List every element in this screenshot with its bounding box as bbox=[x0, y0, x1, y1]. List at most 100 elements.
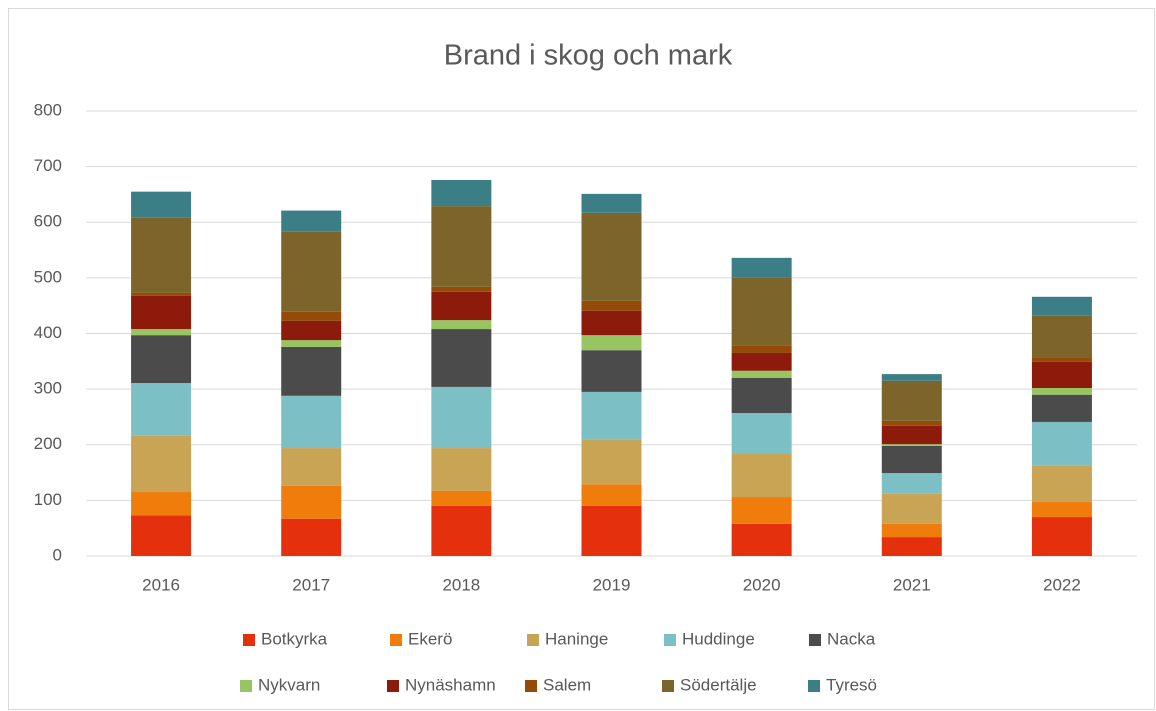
bar-segment bbox=[731, 277, 792, 346]
bar-segment bbox=[881, 374, 942, 381]
x-tick-label: 2018 bbox=[442, 575, 480, 594]
bar-segment bbox=[131, 435, 192, 493]
legend-label: Nykvarn bbox=[258, 675, 320, 694]
bar-segment bbox=[1031, 465, 1092, 503]
legend-swatch bbox=[527, 634, 539, 646]
bar-segment bbox=[731, 370, 792, 378]
bar-segment bbox=[581, 300, 642, 311]
legend-label: Nynäshamn bbox=[405, 675, 496, 694]
bar-segment bbox=[731, 453, 792, 498]
bar-segment bbox=[431, 448, 492, 491]
chart-title: Brand i skog och mark bbox=[444, 40, 733, 72]
bar-segment bbox=[731, 413, 792, 454]
bar-segment bbox=[281, 231, 342, 312]
bar-segment bbox=[431, 320, 492, 330]
bar-segment bbox=[1031, 388, 1092, 395]
bar-segment bbox=[281, 448, 342, 486]
x-tick-label: 2020 bbox=[743, 575, 781, 594]
bar-segment bbox=[581, 310, 642, 336]
y-tick-label: 400 bbox=[34, 323, 62, 342]
bar-segment bbox=[431, 206, 492, 287]
bar-segment bbox=[1031, 502, 1092, 518]
y-tick-label: 800 bbox=[34, 100, 62, 119]
bar-segment bbox=[581, 391, 642, 440]
legend-swatch bbox=[240, 680, 252, 692]
bar-segment bbox=[1031, 357, 1092, 362]
y-tick-label: 300 bbox=[34, 379, 62, 398]
bar-segment bbox=[731, 523, 792, 556]
bar-segment bbox=[431, 505, 492, 556]
bar-segment bbox=[431, 386, 492, 449]
bar-segment bbox=[1031, 315, 1092, 358]
legend-label: Södertälje bbox=[680, 675, 757, 694]
legend-swatch bbox=[525, 680, 537, 692]
bar-segment bbox=[131, 191, 192, 218]
bar-segment bbox=[881, 420, 942, 426]
bar-segment bbox=[131, 292, 192, 296]
bar-segment bbox=[281, 340, 342, 347]
legend-swatch bbox=[243, 634, 255, 646]
legend-swatch bbox=[390, 634, 402, 646]
legend-label: Ekerö bbox=[408, 629, 452, 648]
bar-segment bbox=[881, 523, 942, 538]
bar-segment bbox=[881, 380, 942, 421]
bar-segment bbox=[431, 179, 492, 207]
bar-segment bbox=[281, 346, 342, 396]
bar-segment bbox=[131, 329, 192, 336]
bar-segment bbox=[881, 445, 942, 474]
legend-swatch bbox=[662, 680, 674, 692]
y-tick-label: 200 bbox=[34, 434, 62, 453]
bar-segment bbox=[131, 217, 192, 293]
legend-label: Salem bbox=[543, 675, 591, 694]
bar-segment bbox=[131, 492, 192, 516]
y-tick-label: 100 bbox=[34, 490, 62, 509]
bar-segment bbox=[281, 311, 342, 321]
y-tick-label: 500 bbox=[34, 267, 62, 286]
x-tick-label: 2019 bbox=[593, 575, 631, 594]
bar-segment bbox=[581, 439, 642, 485]
bar-segment bbox=[731, 345, 792, 353]
bar-segment bbox=[881, 425, 942, 445]
y-tick-label: 700 bbox=[34, 156, 62, 175]
bar-segment bbox=[131, 515, 192, 556]
bar-segment bbox=[731, 352, 792, 371]
legend-label: Haninge bbox=[545, 629, 608, 648]
bar-segment bbox=[581, 350, 642, 392]
bar-segment bbox=[581, 505, 642, 556]
bar-segment bbox=[881, 493, 942, 524]
bar-segment bbox=[281, 320, 342, 341]
bar-segment bbox=[581, 484, 642, 506]
legend-swatch bbox=[387, 680, 399, 692]
bar-segment bbox=[581, 193, 642, 213]
bar-segment bbox=[881, 444, 942, 446]
legend-label: Botkyrka bbox=[261, 629, 328, 648]
bar-segment bbox=[281, 485, 342, 519]
bar-segment bbox=[431, 329, 492, 387]
bar-segment bbox=[281, 210, 342, 232]
x-tick-label: 2016 bbox=[142, 575, 180, 594]
bar-segment bbox=[281, 395, 342, 449]
bar-segment bbox=[431, 490, 492, 506]
bar-segment bbox=[131, 335, 192, 384]
legend-label: Tyresö bbox=[826, 675, 877, 694]
legend-swatch bbox=[809, 634, 821, 646]
bar-segment bbox=[881, 537, 942, 556]
bar-segment bbox=[581, 335, 642, 351]
bar-segment bbox=[131, 295, 192, 330]
y-tick-label: 600 bbox=[34, 212, 62, 231]
bar-segment bbox=[881, 473, 942, 494]
bar-segment bbox=[1031, 296, 1092, 316]
legend-swatch bbox=[808, 680, 820, 692]
bar-segment bbox=[731, 257, 792, 278]
bar-segment bbox=[1031, 517, 1092, 556]
bar-segment bbox=[131, 383, 192, 436]
bar-segment bbox=[431, 291, 492, 321]
legend-label: Nacka bbox=[827, 629, 876, 648]
x-tick-label: 2017 bbox=[292, 575, 330, 594]
legend-swatch bbox=[664, 634, 676, 646]
bar-segment bbox=[1031, 361, 1092, 389]
bar-segment bbox=[281, 518, 342, 556]
legend-label: Huddinge bbox=[682, 629, 755, 648]
bar-segment bbox=[1031, 394, 1092, 422]
